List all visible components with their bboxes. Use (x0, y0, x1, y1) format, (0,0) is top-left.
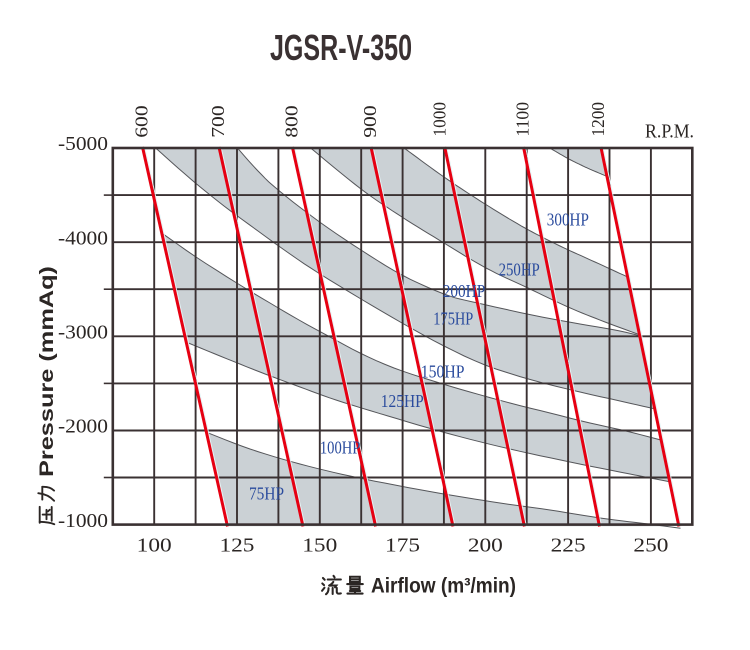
svg-text:-1000: -1000 (58, 510, 108, 532)
svg-text:200: 200 (468, 535, 503, 557)
svg-text:125HP: 125HP (381, 391, 424, 411)
svg-text:900: 900 (360, 105, 380, 138)
svg-text:225: 225 (551, 535, 586, 557)
svg-text:175: 175 (385, 535, 420, 557)
svg-text:175HP: 175HP (433, 309, 473, 329)
svg-text:Airflow (m³/min): Airflow (m³/min) (371, 575, 516, 598)
svg-text:-3000: -3000 (58, 322, 108, 344)
svg-text:600: 600 (132, 105, 152, 138)
svg-text:800: 800 (282, 105, 302, 138)
svg-text:1200: 1200 (588, 102, 608, 137)
svg-text:75HP: 75HP (249, 484, 284, 504)
svg-text:1100: 1100 (513, 102, 533, 137)
svg-text:Pressure (mmAq): Pressure (mmAq) (37, 266, 58, 477)
svg-text:125: 125 (219, 535, 254, 557)
svg-text:-4000: -4000 (58, 227, 108, 249)
svg-text:-5000: -5000 (58, 133, 108, 155)
svg-text:JGSR-V-350: JGSR-V-350 (270, 27, 412, 68)
svg-text:200HP: 200HP (443, 281, 486, 301)
svg-text:100: 100 (137, 535, 172, 557)
svg-text:150HP: 150HP (421, 361, 465, 381)
svg-text:100HP: 100HP (320, 437, 361, 457)
svg-text:250HP: 250HP (499, 259, 540, 279)
svg-text:250: 250 (633, 535, 668, 557)
svg-text:150: 150 (302, 535, 337, 557)
svg-text:300HP: 300HP (547, 210, 589, 230)
svg-text:700: 700 (208, 105, 228, 138)
svg-text:-2000: -2000 (58, 416, 108, 438)
svg-text:1000: 1000 (430, 102, 450, 137)
svg-text:R.P.M.: R.P.M. (645, 120, 694, 142)
